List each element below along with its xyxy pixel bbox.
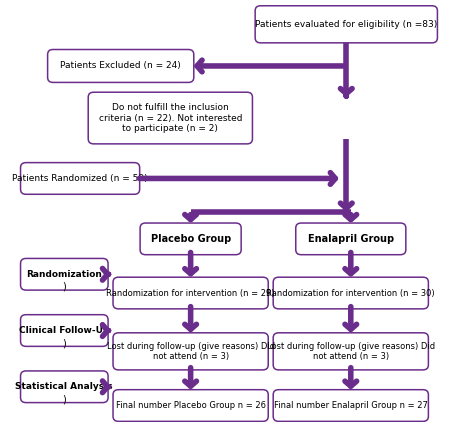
FancyBboxPatch shape [20, 371, 108, 403]
FancyBboxPatch shape [140, 223, 241, 255]
Text: Randomization for intervention (n = 30): Randomization for intervention (n = 30) [266, 289, 435, 298]
Text: ): ) [63, 282, 66, 292]
FancyBboxPatch shape [273, 390, 428, 421]
Text: Patients Excluded (n = 24): Patients Excluded (n = 24) [60, 62, 181, 70]
Text: Final number Placebo Group n = 26: Final number Placebo Group n = 26 [116, 401, 265, 410]
Text: Enalapril Group: Enalapril Group [308, 234, 394, 244]
FancyBboxPatch shape [20, 258, 108, 290]
Text: Clinical Follow-Up: Clinical Follow-Up [19, 326, 109, 335]
Text: Patients Randomized (n = 59): Patients Randomized (n = 59) [12, 174, 148, 183]
FancyBboxPatch shape [20, 315, 108, 346]
FancyBboxPatch shape [296, 223, 406, 255]
Text: Lost during follow-up (give reasons) Did
not attend (n = 3): Lost during follow-up (give reasons) Did… [107, 342, 275, 361]
Text: Statistical Analysis: Statistical Analysis [16, 382, 113, 391]
Text: Patients evaluated for eligibility (n =83): Patients evaluated for eligibility (n =8… [255, 20, 438, 29]
FancyBboxPatch shape [273, 333, 428, 370]
Text: Lost during follow-up (give reasons) Did
not attend (n = 3): Lost during follow-up (give reasons) Did… [267, 342, 435, 361]
FancyBboxPatch shape [255, 6, 438, 43]
FancyBboxPatch shape [88, 92, 253, 144]
Text: Placebo Group: Placebo Group [151, 234, 231, 244]
Text: Randomization: Randomization [27, 270, 102, 279]
Text: Final number Enalapril Group n = 27: Final number Enalapril Group n = 27 [274, 401, 428, 410]
Text: Do not fulfill the inclusion
criteria (n = 22). Not interested
to participate (n: Do not fulfill the inclusion criteria (n… [99, 103, 242, 133]
Text: Randomization for intervention (n = 29): Randomization for intervention (n = 29) [106, 289, 275, 298]
FancyBboxPatch shape [113, 333, 268, 370]
FancyBboxPatch shape [113, 390, 268, 421]
Text: ): ) [63, 394, 66, 404]
FancyBboxPatch shape [47, 49, 194, 82]
FancyBboxPatch shape [273, 277, 428, 309]
Text: ): ) [63, 338, 66, 348]
FancyBboxPatch shape [113, 277, 268, 309]
FancyBboxPatch shape [20, 162, 140, 194]
